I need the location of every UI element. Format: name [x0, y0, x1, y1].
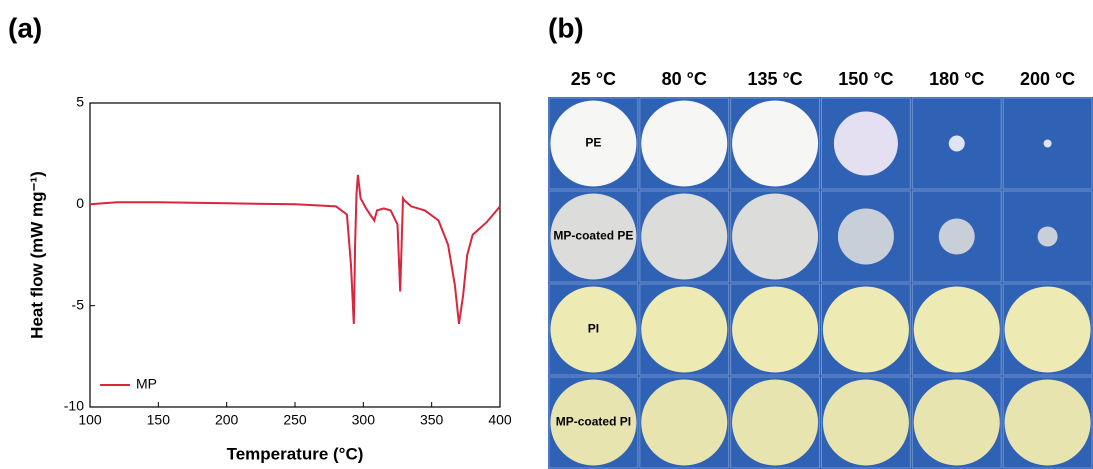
row-label: PE — [585, 136, 601, 150]
sample-disc — [732, 100, 819, 187]
x-axis-title: Temperature (°C) — [227, 444, 364, 463]
sample-disc — [641, 193, 728, 280]
column-label: 200 °C — [1020, 69, 1075, 89]
sample-disc — [550, 193, 637, 280]
sample-disc — [948, 135, 965, 152]
y-tick-label: 0 — [76, 195, 84, 211]
sample-disc — [732, 379, 819, 466]
sample-disc — [550, 286, 637, 373]
sample-disc — [641, 379, 728, 466]
x-tick-label: 400 — [488, 412, 512, 428]
sample-disc — [550, 100, 637, 187]
row-label: MP-coated PE — [553, 229, 633, 243]
legend-label: MP — [136, 376, 157, 392]
sample-disc — [641, 286, 728, 373]
sample-disc — [641, 100, 728, 187]
plot-frame — [89, 102, 501, 408]
data-line — [89, 174, 501, 325]
x-tick-label: 150 — [147, 412, 171, 428]
column-label: 25 °C — [571, 69, 616, 89]
sample-disc — [833, 111, 898, 176]
x-tick-label: 350 — [420, 412, 444, 428]
column-label: 80 °C — [662, 69, 707, 89]
column-label: 135 °C — [747, 69, 802, 89]
sample-disc — [837, 208, 894, 265]
sample-disc — [1004, 286, 1091, 373]
sample-disc — [913, 379, 1000, 466]
column-label: 150 °C — [838, 69, 893, 89]
sample-disc — [1043, 139, 1052, 148]
sample-disc — [732, 193, 819, 280]
sample-disc — [550, 379, 637, 466]
row-label: MP-coated PI — [556, 415, 631, 429]
y-tick-label: -10 — [64, 398, 84, 414]
panel-label: (a) — [8, 12, 42, 43]
sample-disc — [822, 286, 909, 373]
sample-disc — [938, 218, 975, 255]
photo-background — [548, 97, 1093, 469]
y-tick-label: 5 — [76, 94, 84, 110]
column-label: 180 °C — [929, 69, 984, 89]
row-label: PI — [588, 322, 599, 336]
sample-disc — [1037, 226, 1058, 247]
y-axis-title: Heat flow (mW mg⁻¹) — [27, 171, 46, 339]
photo-tile — [1002, 190, 1093, 283]
sample-disc — [822, 379, 909, 466]
sample-disc — [732, 286, 819, 373]
x-tick-label: 250 — [283, 412, 307, 428]
x-tick-label: 100 — [78, 412, 102, 428]
panel-label: (b) — [548, 12, 584, 43]
y-tick-label: -5 — [72, 296, 85, 312]
x-tick-label: 300 — [352, 412, 376, 428]
x-tick-label: 200 — [215, 412, 239, 428]
sample-disc — [913, 286, 1000, 373]
sample-disc — [1004, 379, 1091, 466]
